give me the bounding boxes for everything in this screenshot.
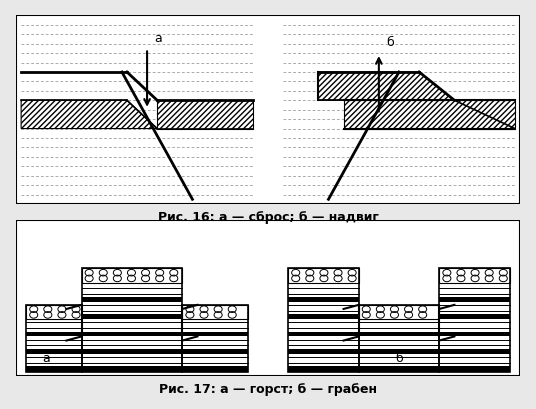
Bar (26, 349, 248, 354)
Bar (440, 315, 510, 319)
Bar (440, 302, 510, 315)
Bar (26, 332, 81, 337)
Bar (81, 269, 182, 283)
Bar (288, 283, 359, 297)
Bar (440, 332, 510, 337)
Bar (288, 332, 359, 337)
Bar (26, 305, 81, 319)
Text: а: а (42, 351, 50, 364)
Bar (440, 269, 510, 372)
Bar (182, 305, 248, 372)
Bar (81, 319, 182, 332)
Bar (288, 269, 359, 283)
Bar (288, 319, 359, 332)
Bar (26, 337, 248, 349)
Bar (288, 302, 359, 315)
Bar (440, 283, 510, 297)
Bar (26, 305, 81, 372)
Bar (26, 366, 248, 372)
Bar (81, 283, 182, 297)
Bar (81, 315, 182, 319)
Bar (288, 349, 510, 354)
Bar (359, 332, 440, 337)
Text: Рис. 17: а — горст; б — грабен: Рис. 17: а — горст; б — грабен (159, 382, 377, 396)
Bar (283, 225, 515, 372)
Bar (288, 337, 510, 349)
Bar (182, 305, 248, 319)
Text: Рис. 16: а — сброс; б — надвиг: Рис. 16: а — сброс; б — надвиг (158, 211, 378, 224)
Bar (81, 297, 182, 302)
Text: а: а (155, 31, 162, 45)
Bar (81, 302, 182, 315)
Bar (21, 225, 253, 372)
Bar (359, 319, 440, 332)
Bar (440, 319, 510, 332)
Bar (182, 319, 248, 332)
Bar (81, 332, 182, 337)
Bar (283, 21, 515, 200)
Bar (26, 319, 81, 332)
Bar (440, 297, 510, 302)
Polygon shape (344, 101, 515, 129)
Text: б: б (386, 36, 394, 49)
Bar (288, 297, 359, 302)
Bar (359, 305, 440, 372)
Bar (288, 354, 510, 366)
Polygon shape (21, 101, 157, 129)
Bar (182, 332, 248, 337)
Bar (288, 269, 359, 372)
Bar (288, 366, 510, 372)
Bar (26, 354, 248, 366)
Bar (359, 305, 440, 319)
Bar (288, 315, 359, 319)
Bar (440, 269, 510, 283)
Bar (21, 21, 253, 200)
Polygon shape (318, 73, 455, 101)
Polygon shape (157, 101, 253, 129)
Bar (81, 269, 182, 372)
Text: б: б (395, 351, 403, 364)
